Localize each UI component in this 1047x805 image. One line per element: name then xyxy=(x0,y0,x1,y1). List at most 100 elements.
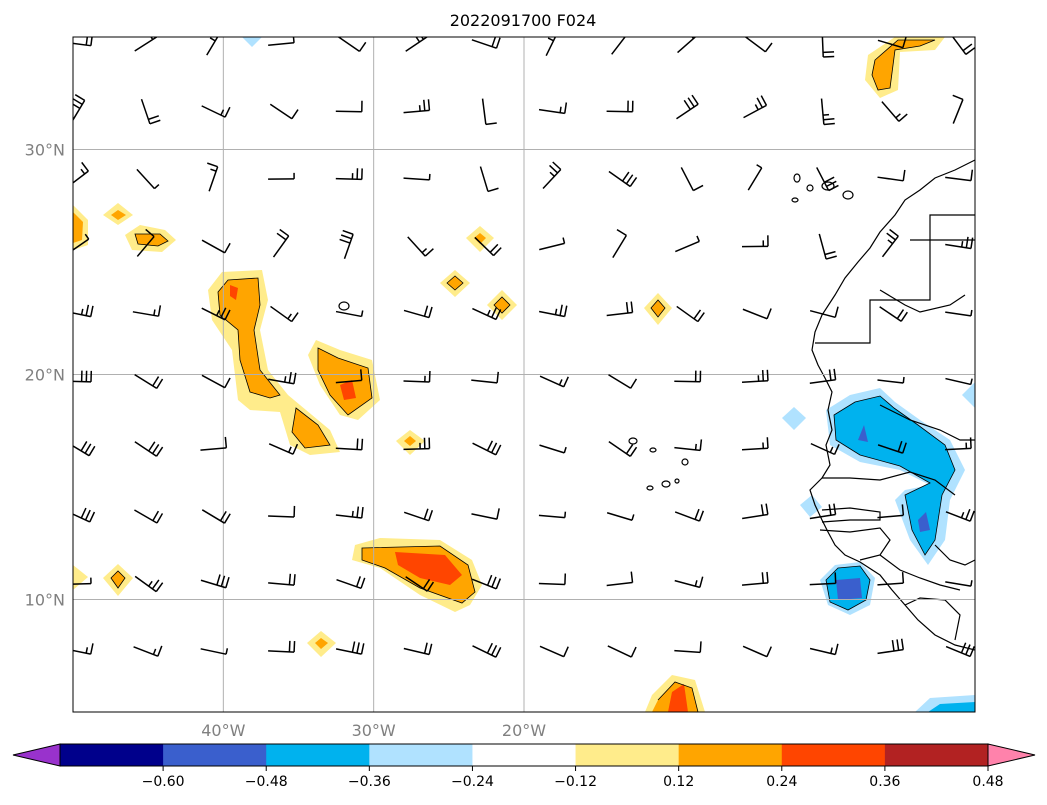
barb-flag xyxy=(902,169,906,181)
barb-shaft xyxy=(877,514,904,519)
wind-barb xyxy=(201,307,231,321)
contour-fill-red xyxy=(230,285,238,300)
colorbar-segment xyxy=(266,744,370,766)
barb-flag xyxy=(145,228,155,238)
barb-flag xyxy=(616,229,627,237)
canary-island xyxy=(791,197,799,203)
barb-shaft xyxy=(742,308,768,320)
wind-barb xyxy=(200,436,228,451)
wind-barb xyxy=(674,439,703,452)
barb-flag xyxy=(559,106,562,113)
contour-line xyxy=(493,296,511,314)
wind-barb xyxy=(881,228,899,258)
barb-shaft xyxy=(539,444,565,454)
barb-flag xyxy=(215,309,221,316)
barb-shaft xyxy=(809,309,836,319)
barb-shaft xyxy=(539,375,565,388)
wind-barb xyxy=(606,512,635,521)
positive-contours xyxy=(73,37,945,712)
barb-shaft xyxy=(539,242,565,251)
barb-flag xyxy=(690,27,697,35)
wind-barb xyxy=(877,376,905,384)
barb-shaft xyxy=(73,238,90,251)
wind-barb xyxy=(538,304,568,318)
wind-barb xyxy=(877,638,905,655)
colorbar-segment xyxy=(884,744,989,766)
barb-flag xyxy=(760,95,768,106)
wind-barb xyxy=(270,305,299,323)
barb-shaft xyxy=(674,649,701,654)
barb-shaft xyxy=(538,108,565,115)
wind-barb xyxy=(945,508,975,522)
barb-flag xyxy=(84,233,90,240)
barb-flag xyxy=(699,641,702,653)
barb-flag xyxy=(495,444,502,456)
barb-flag xyxy=(80,308,84,315)
barb-flag xyxy=(564,102,568,114)
barb-flag xyxy=(563,646,569,658)
barb-shaft xyxy=(747,167,763,191)
wind-barb xyxy=(680,167,704,192)
barb-flag xyxy=(293,574,296,586)
barb-flag xyxy=(89,643,94,655)
barb-flag xyxy=(692,184,704,192)
barb-flag xyxy=(426,37,427,38)
colorbar-tick-label: −0.12 xyxy=(554,774,597,790)
wind-barb xyxy=(810,442,840,456)
barb-flag xyxy=(220,307,227,319)
barb-flag xyxy=(360,310,364,317)
wind-barb xyxy=(335,438,364,451)
contour-fill-royal-blue xyxy=(918,512,930,532)
barb-flag xyxy=(823,122,835,126)
barb-shaft xyxy=(335,177,362,181)
barb-shaft xyxy=(607,645,632,658)
wind-barb xyxy=(136,168,160,190)
barb-flag xyxy=(549,164,559,174)
wind-barb xyxy=(269,103,299,120)
barb-flag xyxy=(276,232,287,241)
contour-fill-orange xyxy=(404,436,416,446)
wind-barb xyxy=(201,374,231,389)
border-guinea-bissau xyxy=(819,527,891,561)
wind-barb xyxy=(945,580,973,587)
barb-flag xyxy=(496,508,500,520)
barb-flag xyxy=(962,43,973,52)
wind-barb xyxy=(741,437,769,451)
colorbar: −0.60 −0.48 −0.36 −0.24 −0.12 0.12 0.24 0.36 0.4… xyxy=(12,743,1036,790)
wind-barb xyxy=(403,437,431,451)
barb-flag xyxy=(696,235,700,242)
barb-flag xyxy=(293,372,297,384)
barb-flag xyxy=(81,161,89,172)
wind-barbs xyxy=(73,27,975,658)
contour-fill-red xyxy=(395,552,462,585)
barb-flag xyxy=(824,176,835,183)
barb-flag xyxy=(756,97,763,108)
wind-barb xyxy=(809,572,837,586)
wind-barb xyxy=(335,641,365,655)
cape-verde-island xyxy=(674,478,680,484)
barb-shaft xyxy=(268,42,295,46)
wind-barb xyxy=(335,506,364,519)
wind-barb xyxy=(674,641,702,654)
wind-barb xyxy=(877,169,906,182)
barb-shaft xyxy=(73,649,91,655)
barb-flag xyxy=(952,94,964,101)
barb-shaft xyxy=(952,99,964,124)
barb-shaft xyxy=(336,578,362,590)
colorbar-tick-label: −0.24 xyxy=(451,774,494,790)
barb-flag xyxy=(896,309,905,320)
barb-flag xyxy=(153,309,156,316)
y-tick-label: 20°N xyxy=(25,366,65,385)
barb-flag xyxy=(85,37,89,46)
barb-flag xyxy=(216,574,221,586)
barb-flag xyxy=(630,646,637,658)
barb-flag xyxy=(965,508,971,520)
barb-flag xyxy=(901,504,905,516)
contour-fill-pale-blue xyxy=(800,495,822,517)
wind-barb xyxy=(472,440,502,456)
barb-flag xyxy=(552,161,562,171)
wind-barb xyxy=(268,505,296,518)
barb-flag xyxy=(699,439,703,451)
barb-flag xyxy=(211,27,220,33)
wind-barb xyxy=(608,441,638,457)
